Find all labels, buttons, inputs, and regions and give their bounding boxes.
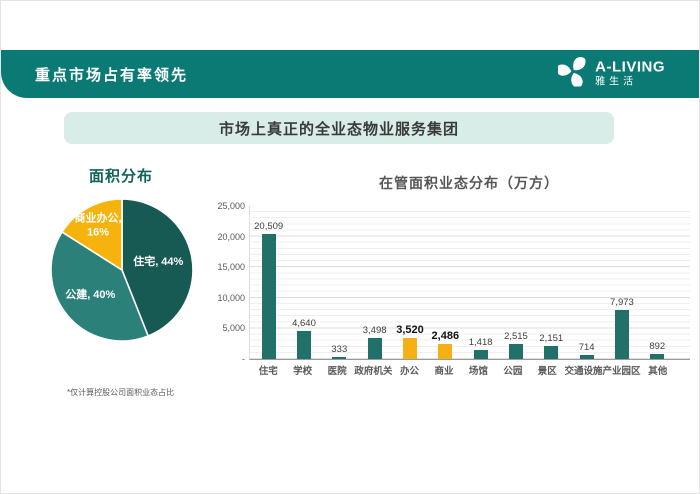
x-axis-label-公园: 公园 (503, 366, 523, 377)
bar-产业园区 (614, 310, 629, 359)
bar-column-公园: 2,515 (498, 206, 533, 359)
subtitle-text: 市场上真正的全业态物业服务集团 (218, 120, 459, 138)
bar-column-景区: 2,151 (534, 206, 569, 359)
header-bar: 重点市场占有率领先 A-LIVING 雅生活 (1, 50, 699, 98)
bar-column-政府机关: 3,498 (357, 206, 392, 359)
bar-value-label: 714 (578, 341, 595, 353)
bar-商业 (438, 343, 453, 359)
y-tick-label: 20,000 (217, 231, 245, 242)
bar-住宅 (261, 233, 276, 359)
bar-value-label: 20,509 (254, 220, 284, 232)
pie-chart: 住宅, 44% 公建, 40% 商业办公, 16% (49, 197, 195, 343)
page-title: 重点市场占有率领先 (35, 66, 189, 84)
logo-text: A-LIVING 雅生活 (595, 60, 665, 88)
bar-公园 (508, 343, 523, 359)
bar-value-label: 892 (649, 340, 666, 352)
x-axis-label-其他: 其他 (648, 366, 668, 377)
bar-chart-x-axis: 住宅 学校 医院 政府机关 办公 商业 场馆 公园 景区 交通设施 产业园区 其他 (251, 363, 675, 377)
subtitle-banner: 市场上真正的全业态物业服务集团 (64, 112, 614, 144)
bar-value-label: 2,515 (504, 330, 528, 342)
bar-景区 (544, 345, 559, 359)
pie-label-公建: 公建, 40% (65, 289, 116, 302)
x-axis-label-交通设施: 交通设施 (564, 366, 603, 377)
pie-label-住宅: 住宅, 44% (133, 256, 184, 269)
pie-svg (50, 198, 194, 342)
bar-其他 (650, 353, 665, 359)
x-axis-label-住宅: 住宅 (258, 366, 278, 377)
bar-column-商业: 2,486 (428, 206, 463, 359)
company-logo: A-LIVING 雅生活 (556, 57, 665, 92)
bar-column-产业园区: 7,973 (604, 206, 639, 359)
bar-场馆 (473, 350, 488, 359)
bar-交通设施 (579, 354, 594, 359)
x-axis-label-办公: 办公 (400, 366, 420, 377)
pie-label-商业办公: 商业办公, 16% (74, 212, 122, 239)
bar-column-住宅: 20,509 (251, 206, 286, 359)
bar-政府机关 (367, 337, 382, 359)
aliving-trefoil-icon (556, 57, 588, 92)
x-axis-label-医院: 医院 (327, 366, 347, 377)
y-tick-label: 5,000 (222, 323, 245, 334)
y-tick-label: 10,000 (217, 292, 245, 303)
bar-value-label: 3,520 (396, 323, 424, 336)
bar-chart-title: 在管面积业态分布（万方） (379, 175, 559, 191)
pie-slice-公建 (50, 230, 150, 342)
pie-footnote: *仅计算控股公司面积业态占比 (67, 388, 175, 397)
x-axis-label-景区: 景区 (537, 366, 557, 377)
bar-chart-bars: 20,509 4,640 333 3,498 3,520 2,486 1,418 2,515 2… (251, 206, 675, 359)
x-axis-label-场馆: 场馆 (468, 366, 488, 377)
bar-医院 (332, 357, 347, 359)
x-axis-label-政府机关: 政府机关 (354, 366, 393, 377)
bar-value-label: 1,418 (468, 337, 493, 349)
pie-chart-title: 面积分布 (89, 168, 154, 185)
x-axis-label-学校: 学校 (293, 366, 313, 377)
bar-value-label: 7,973 (610, 297, 634, 309)
y-tick-label: 25,000 (217, 201, 245, 211)
bar-column-其他: 892 (640, 206, 675, 359)
bar-value-label: 2,486 (431, 329, 460, 342)
bar-学校 (296, 330, 311, 359)
logo-subtitle: 雅生活 (595, 76, 638, 88)
x-axis-label-产业园区: 产业园区 (602, 366, 641, 377)
bar-value-label: 4,640 (292, 317, 316, 329)
bar-value-label: 2,151 (539, 332, 564, 344)
pie-slice-商业办公 (60, 198, 123, 272)
bar-column-场馆: 1,418 (463, 206, 498, 359)
bar-column-办公: 3,520 (392, 206, 427, 359)
bar-value-label: 333 (331, 344, 348, 355)
bar-办公 (402, 337, 417, 359)
logo-name: A-LIVING (595, 58, 665, 76)
x-axis-label-商业: 商业 (434, 366, 454, 377)
bar-value-label: 3,498 (362, 324, 387, 336)
bar-column-学校: 4,640 (286, 206, 321, 359)
bar-column-交通设施: 714 (569, 206, 604, 359)
pie-slice-住宅 (121, 198, 194, 338)
bar-column-医院: 333 (322, 206, 357, 359)
y-tick-label: 15,000 (217, 262, 245, 273)
y-tick-label: - (242, 354, 245, 364)
bar-chart-y-axis: 25,000 20,000 15,000 10,000 5,000 - (199, 201, 245, 364)
